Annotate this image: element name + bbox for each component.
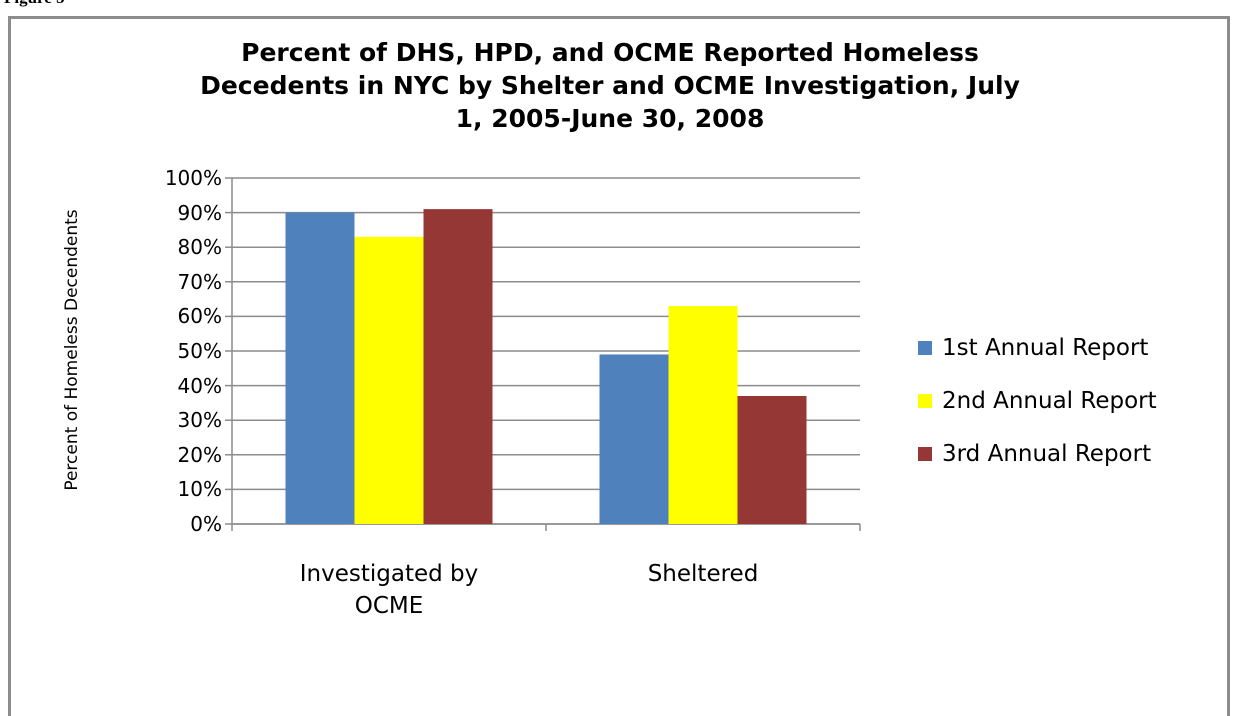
y-tick-label: 60% [177,304,222,329]
bar [285,212,355,524]
y-tick-label: 20% [177,442,222,467]
chart-title: Percent of DHS, HPD, and OCME Reported H… [200,38,1020,133]
bar [668,306,738,524]
y-tick-label: 50% [177,339,222,363]
y-tick-label: 30% [177,408,222,433]
y-tick-label: 90% [177,200,222,225]
legend-label: 3rd Annual Report [942,441,1152,467]
bar [423,209,493,524]
figure-caption: Figure 5 [4,0,65,8]
page: {"caption": "Figure 5", "chart_data": {"… [4,0,1230,716]
legend-label: 2nd Annual Report [942,388,1157,414]
legend-swatch [918,447,932,461]
chart-frame [8,16,1230,716]
legend-swatch [918,341,932,355]
x-tick-label: Investigated by OCME [299,561,479,619]
legend-swatch [918,394,932,408]
bar [737,395,807,524]
y-tick-label: 100% [164,166,222,190]
bar [599,354,669,524]
y-tick-label: 10% [177,477,222,502]
chart [225,177,932,531]
y-tick-label: 40% [177,373,222,398]
legend-label: 1st Annual Report [942,335,1149,361]
x-tick-label: Sheltered [647,561,759,587]
y-tick-label: 0% [190,512,222,536]
bar [354,236,424,524]
y-tick-label: 80% [177,235,222,260]
y-tick-label: 70% [177,269,222,294]
